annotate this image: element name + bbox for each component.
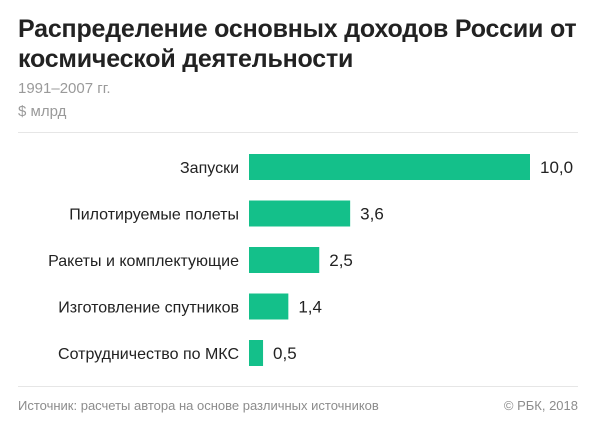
bar: [249, 293, 289, 320]
category-label: Сотрудничество по МКС: [58, 346, 239, 363]
category-label: Ракеты и комплектующие: [48, 253, 239, 270]
bottom-divider: [18, 386, 578, 387]
chart-subtitle: 1991–2007 гг.: [18, 80, 111, 97]
category-label: Изготовление спутников: [58, 300, 239, 317]
value-label: 10,0: [540, 158, 573, 177]
value-label: 3,6: [360, 205, 384, 224]
bar: [249, 154, 530, 180]
category-label: Пилотируемые полеты: [69, 207, 239, 224]
value-label: 2,5: [329, 251, 353, 270]
copyright: © РБК, 2018: [503, 398, 578, 413]
chart-title: Распределение основных доходов России от…: [18, 15, 577, 73]
value-label: 1,4: [298, 298, 322, 317]
top-divider: [18, 132, 578, 133]
chart-unit: $ млрд: [18, 103, 67, 120]
value-label: 0,5: [273, 344, 297, 363]
bar: [249, 247, 320, 273]
bar-chart: Запуски 10,0 Пилотируемые полеты 3,6 Ракеты …: [48, 154, 573, 366]
category-label: Запуски: [180, 160, 239, 177]
bar: [249, 340, 264, 366]
bar: [249, 200, 351, 227]
source-note: Источник: расчеты автора на основе разли…: [18, 398, 379, 413]
